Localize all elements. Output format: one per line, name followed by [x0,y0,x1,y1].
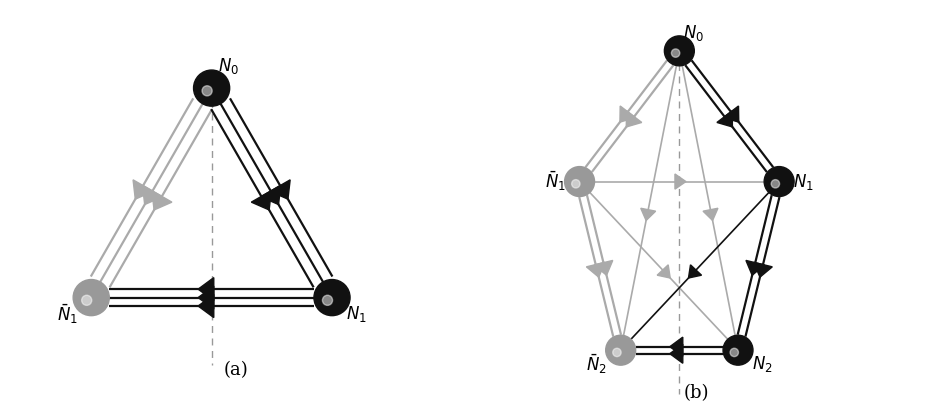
Polygon shape [675,174,686,189]
Polygon shape [252,191,271,210]
Circle shape [73,279,109,316]
Polygon shape [620,106,636,122]
Text: (a): (a) [224,362,248,379]
Polygon shape [261,185,281,205]
Circle shape [194,70,229,106]
Text: $\bar{N}_1$: $\bar{N}_1$ [545,170,566,193]
Polygon shape [689,265,702,278]
Text: (b): (b) [683,384,709,402]
Polygon shape [670,337,683,356]
Text: $N_1$: $N_1$ [793,171,814,191]
Polygon shape [199,294,213,318]
Circle shape [565,167,595,196]
Polygon shape [717,111,733,127]
Circle shape [671,49,679,57]
Polygon shape [723,106,739,122]
Polygon shape [199,286,213,309]
Text: $N_0$: $N_0$ [683,23,704,43]
Polygon shape [626,111,642,127]
Polygon shape [143,185,162,205]
Polygon shape [133,180,153,199]
Polygon shape [657,265,670,278]
Circle shape [764,167,794,196]
Polygon shape [670,344,683,363]
Circle shape [771,180,779,188]
Circle shape [82,295,91,305]
Circle shape [571,180,580,188]
Polygon shape [746,260,764,275]
Text: $\bar{N}_2$: $\bar{N}_2$ [586,352,607,376]
Circle shape [314,279,350,316]
Text: $\bar{N}_1$: $\bar{N}_1$ [57,303,77,326]
Circle shape [202,86,212,96]
Circle shape [606,335,636,365]
Polygon shape [594,260,612,275]
Text: $N_1$: $N_1$ [346,304,366,324]
Polygon shape [270,180,290,199]
Circle shape [612,348,621,357]
Polygon shape [199,278,213,301]
Text: $N_0$: $N_0$ [218,56,239,76]
Polygon shape [641,208,655,221]
Polygon shape [152,191,171,210]
Polygon shape [703,208,718,221]
Circle shape [665,36,694,66]
Polygon shape [754,262,773,277]
Circle shape [723,335,753,365]
Circle shape [730,348,738,357]
Text: $N_2$: $N_2$ [751,354,773,374]
Polygon shape [586,262,605,277]
Circle shape [322,295,333,305]
